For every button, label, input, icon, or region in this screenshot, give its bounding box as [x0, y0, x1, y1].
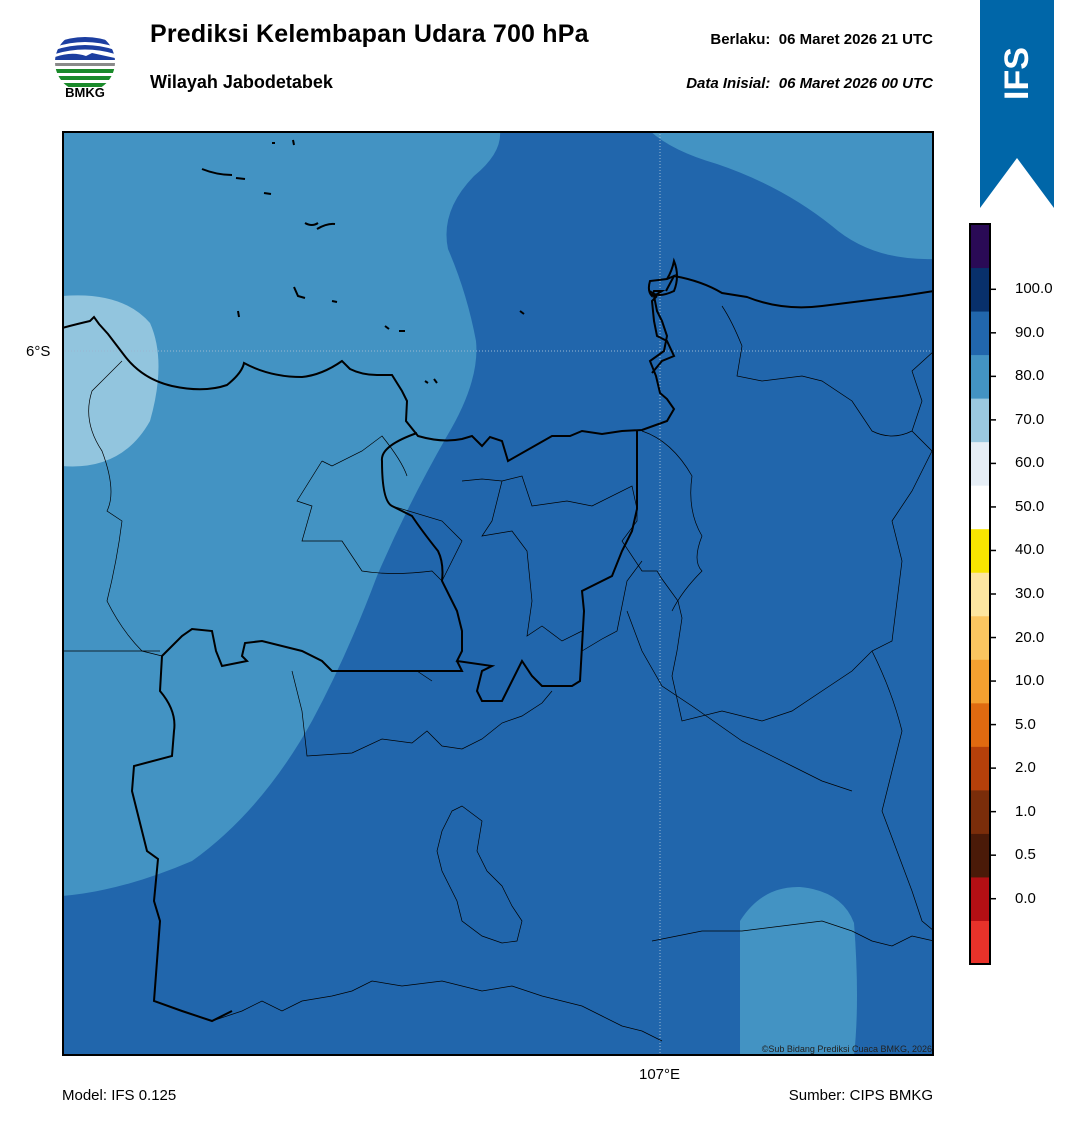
colorbar-label: 10.0 — [1015, 672, 1045, 690]
colorbar-label: 60.0 — [1015, 454, 1045, 472]
colorbar-segment — [970, 485, 990, 530]
logo-text: BMKG — [65, 85, 105, 100]
colorbar-segment — [970, 311, 990, 356]
colorbar-segment — [970, 528, 990, 573]
init-label: Data Inisial: — [686, 75, 771, 92]
humidity-region-60-70-west — [62, 295, 159, 467]
colorbar — [969, 223, 996, 965]
init-value: 06 Maret 2026 00 UTC — [778, 75, 933, 92]
colorbar-segment — [970, 833, 990, 878]
colorbar-segment — [970, 920, 990, 965]
page-subtitle: Wilayah Jabodetabek — [150, 72, 333, 92]
colorbar-segment — [970, 615, 990, 660]
colorbar-segment — [970, 441, 990, 486]
coastline — [62, 273, 934, 463]
colorbar-segment — [970, 398, 990, 443]
province-border — [130, 431, 638, 1023]
map-credit: ©Sub Bidang Prediksi Cuaca BMKG, 2026 — [762, 1044, 932, 1054]
colorbar-label: 100.0 — [1015, 280, 1053, 298]
colorbar-label: 0.5 — [1015, 846, 1036, 864]
humidity-region-70-80-northeast — [650, 131, 934, 260]
init-time: Data Inisial: 06 Maret 2026 00 UTC — [686, 75, 933, 92]
colorbar-segment — [970, 702, 990, 747]
page-title: Prediksi Kelembapan Udara 700 hPa — [150, 20, 589, 48]
colorbar-label: 1.0 — [1015, 802, 1036, 820]
colorbar-segment — [970, 746, 990, 791]
colorbar-segment — [970, 224, 990, 269]
colorbar-segment — [970, 354, 990, 399]
colorbar-segment — [970, 659, 990, 704]
valid-time: Berlaku: 06 Maret 2026 21 UTC — [710, 31, 933, 48]
valid-value: 06 Maret 2026 21 UTC — [778, 31, 933, 48]
colorbar-label: 80.0 — [1015, 367, 1045, 385]
model-label: Model: IFS 0.125 — [62, 1087, 177, 1104]
colorbar-label: 2.0 — [1015, 759, 1036, 777]
humidity-region-70-80-southeast — [740, 886, 857, 1056]
colorbar-label: 90.0 — [1015, 323, 1045, 341]
colorbar-label: 5.0 — [1015, 715, 1036, 733]
colorbar-label: 20.0 — [1015, 628, 1045, 646]
valid-label: Berlaku: — [710, 31, 771, 48]
latitude-label: 6°S — [26, 343, 51, 360]
colorbar-segment — [970, 267, 990, 312]
ifs-badge-text: IFS — [998, 47, 1036, 100]
colorbar-label: 30.0 — [1015, 585, 1045, 602]
ifs-ribbon-badge: IFS — [980, 0, 1054, 208]
colorbar-segment — [970, 572, 990, 617]
humidity-map: ©Sub Bidang Prediksi Cuaca BMKG, 2026 — [62, 131, 934, 1056]
colorbar-label: 70.0 — [1015, 410, 1045, 428]
colorbar-label: 40.0 — [1015, 541, 1045, 559]
colorbar-segment — [970, 789, 990, 834]
colorbar-label: 50.0 — [1015, 497, 1045, 515]
bmkg-logo-icon — [55, 32, 115, 92]
source-label: Sumber: CIPS BMKG — [788, 1087, 933, 1104]
colorbar-label: 0.0 — [1015, 889, 1036, 907]
longitude-label: 107°E — [639, 1066, 681, 1083]
humidity-region-70-80-west — [62, 131, 501, 896]
colorbar-segment — [970, 876, 990, 921]
